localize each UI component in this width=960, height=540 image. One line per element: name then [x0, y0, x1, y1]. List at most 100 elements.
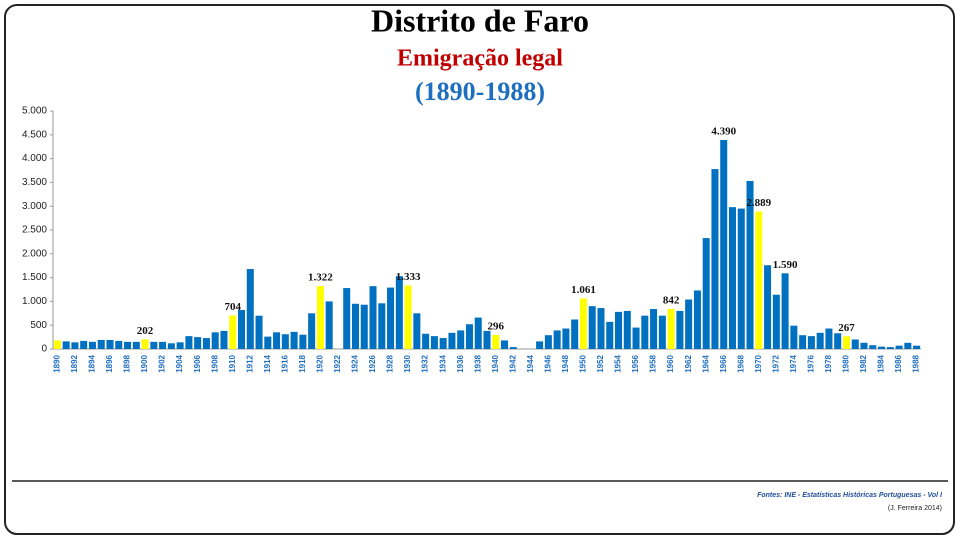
bar: [579, 298, 587, 349]
date-range: (1890-1988): [415, 77, 545, 106]
x-tick-label: 1912: [245, 354, 254, 372]
x-tick-label: 1924: [351, 354, 360, 372]
bar: [597, 308, 605, 349]
bar: [641, 315, 649, 349]
bar: [816, 332, 824, 349]
source: Fontes: INE - Estatísticas Históricas Po…: [757, 492, 943, 499]
x-tick-label: 1974: [789, 354, 798, 372]
y-tick-label: 4.500: [22, 129, 47, 140]
x-tick-label: 1946: [543, 354, 552, 372]
bar: [658, 315, 666, 349]
bar: [685, 299, 693, 349]
bar: [842, 336, 850, 349]
x-tick-label: 1984: [877, 354, 886, 372]
bar: [860, 342, 868, 349]
bar: [229, 315, 237, 349]
bar: [834, 333, 842, 349]
bar: [115, 340, 123, 349]
value-label: 202: [137, 325, 154, 337]
y-tick-label: 5.000: [22, 106, 47, 117]
x-tick-label: 1928: [386, 354, 395, 372]
x-tick-label: 1976: [807, 354, 816, 372]
y-tick-label: 2.500: [22, 225, 47, 236]
x-tick-label: 1918: [298, 354, 307, 372]
bar: [194, 337, 202, 349]
bar: [509, 347, 517, 349]
bar: [141, 339, 149, 349]
x-tick-label: 1926: [368, 354, 377, 372]
x-tick-label: 1988: [912, 354, 921, 372]
x-tick-label: 1892: [70, 354, 79, 372]
bar: [728, 207, 737, 349]
x-tick-label: 1916: [280, 354, 289, 372]
bar: [623, 310, 631, 349]
x-tick-label: 1956: [631, 354, 640, 372]
y-tick-label: 4.000: [22, 153, 47, 164]
x-tick-label: 1966: [719, 354, 728, 372]
bar: [536, 341, 544, 349]
x-tick-label: 1952: [596, 354, 605, 372]
bar: [281, 334, 289, 349]
bar: [211, 332, 219, 349]
y-tick-label: 3.000: [22, 201, 47, 212]
value-label: 2.889: [746, 197, 771, 209]
bar: [457, 330, 465, 349]
bar: [273, 332, 281, 349]
bar: [737, 208, 745, 349]
y-tick-label: 500: [30, 320, 47, 331]
bar: [124, 341, 132, 349]
bar: [369, 286, 377, 349]
x-tick-label: 1964: [701, 354, 710, 372]
bar: [615, 311, 623, 349]
x-tick-label: 1894: [88, 354, 97, 372]
bar: [97, 339, 105, 349]
bar: [913, 345, 921, 349]
bar: [483, 330, 491, 349]
bar: [202, 338, 210, 349]
bar: [807, 336, 815, 349]
bar: [492, 334, 500, 349]
bar: [562, 328, 570, 349]
bar: [246, 269, 254, 349]
bar: [62, 341, 70, 349]
bar: [325, 301, 333, 349]
bar: [404, 285, 412, 349]
bar: [430, 336, 438, 349]
bar: [501, 340, 509, 349]
bar: [150, 341, 158, 349]
x-tick-label: 1908: [210, 354, 219, 372]
x-tick-label: 1890: [52, 354, 61, 372]
bar: [755, 211, 763, 349]
bar: [343, 288, 351, 349]
bar: [299, 334, 307, 349]
y-tick-label: 3.500: [22, 177, 47, 188]
value-label: 842: [663, 294, 680, 306]
bar: [702, 238, 710, 349]
value-label: 4.390: [711, 126, 736, 138]
x-tick-label: 1934: [438, 354, 447, 372]
bar: [790, 325, 798, 349]
bar: [588, 306, 596, 349]
value-label: 1.322: [308, 272, 333, 284]
bar: [825, 328, 833, 349]
y-tick-label: 1.500: [22, 272, 47, 283]
bar: [237, 309, 246, 349]
bar: [650, 309, 658, 349]
value-label: 704: [224, 301, 241, 313]
x-tick-label: 1972: [771, 354, 780, 372]
x-tick-label: 1910: [228, 354, 237, 372]
bar: [220, 330, 228, 349]
bar: [53, 340, 61, 349]
x-tick-label: 1960: [666, 354, 675, 372]
bar: [176, 342, 184, 349]
x-tick-label: 1906: [193, 354, 202, 372]
x-tick-label: 1898: [123, 354, 132, 372]
x-tick-label: 1896: [105, 354, 114, 372]
x-tick-label: 1932: [421, 354, 430, 372]
y-tick-label: 0: [41, 344, 47, 355]
x-tick-label: 1940: [491, 354, 500, 372]
bar: [80, 340, 88, 349]
x-tick-label: 1968: [736, 354, 745, 372]
bar: [413, 313, 421, 349]
